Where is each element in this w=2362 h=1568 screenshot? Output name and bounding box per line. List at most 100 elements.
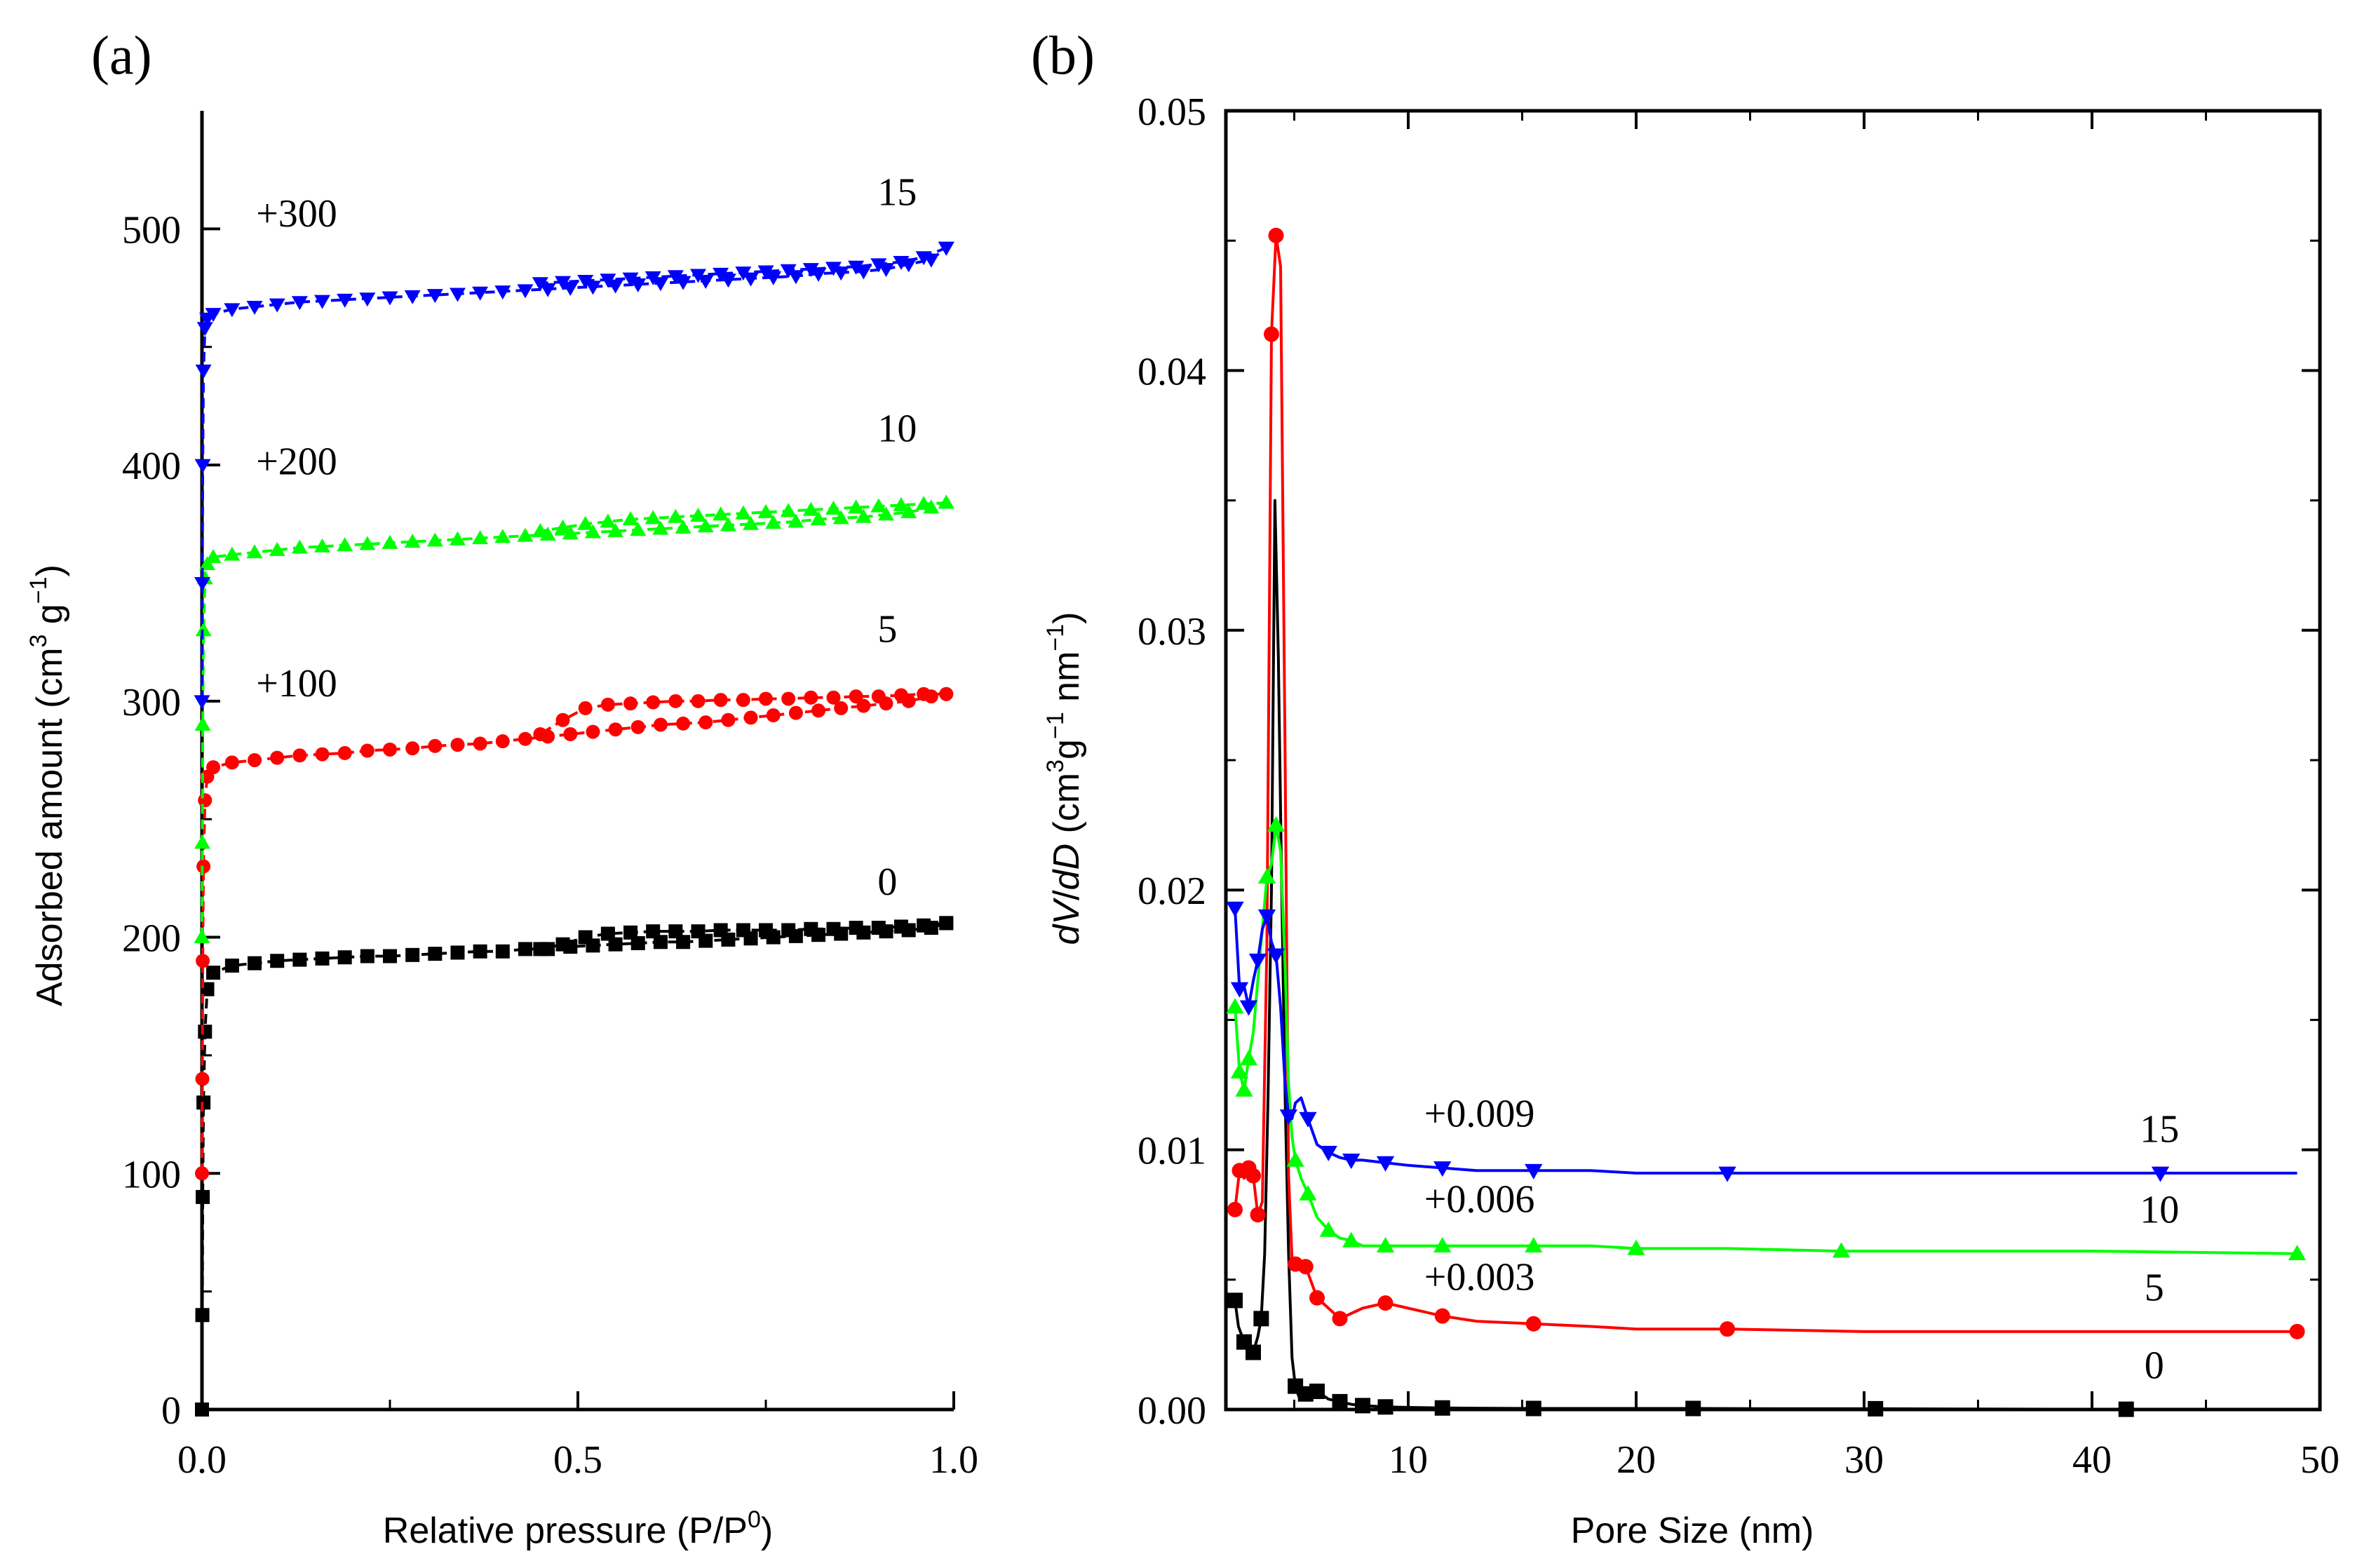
panel-a-desorption-point <box>825 262 842 276</box>
panel-a-adsorption-point <box>405 947 420 962</box>
panel-b-data-point <box>1309 1290 1325 1306</box>
panel-a-desorption-point <box>802 501 819 516</box>
panel-b-data-point <box>1239 1050 1258 1066</box>
panel-a-desorption-point <box>578 701 593 715</box>
panel-b-line-5 <box>1234 234 2297 1333</box>
panel-b-curve-label-15: 15 <box>2140 1107 2179 1151</box>
panel-b-series-15 <box>1226 901 2297 1182</box>
panel-a-desorption-point <box>893 496 910 511</box>
panel-a-adsorption-point <box>832 266 849 281</box>
panel-a-adsorption-point <box>608 937 623 952</box>
panel-b-data-point <box>1342 1231 1361 1248</box>
panel-a-desorption-point <box>600 513 616 528</box>
panel-a-adsorption-point <box>337 537 353 552</box>
panel-a-adsorption-point <box>676 935 691 949</box>
panel-b-data-point <box>1525 1316 1541 1332</box>
panel-a-desorption-point <box>600 926 615 941</box>
panel-a-adsorption-point <box>426 532 443 547</box>
panel-a-offset-label-10: +200 <box>256 440 337 484</box>
panel-a-adsorption-point <box>315 747 330 762</box>
panel-a-desorption-point <box>915 251 932 266</box>
panel-a-isotherm-chart: (a) 0 100 200 300 400 500 0.0 0.5 1.0 0 5 +100 10 +… <box>25 25 978 1551</box>
panel-a-adsorption-point <box>337 293 353 308</box>
panel-b-offset-label-15: +0.009 <box>1424 1092 1535 1135</box>
panel-a-adsorption-point <box>584 524 601 539</box>
panel-b-data-point <box>1309 1384 1325 1400</box>
panel-a-desorption-point <box>555 519 572 534</box>
panel-a-adsorption-point <box>765 271 782 285</box>
panel-a-desorption-point <box>781 923 796 938</box>
panel-a-desorption-point <box>690 507 707 522</box>
panel-a-adsorption-point <box>199 556 216 571</box>
panel-b-data-point <box>1268 227 1284 243</box>
panel-a-adsorption-point <box>608 722 623 737</box>
panel-a-adsorption-point <box>291 296 308 311</box>
panel-a-adsorption-point <box>563 726 578 741</box>
panel-a-adsorption-point <box>450 738 465 752</box>
panel-a-adsorption-line-10 <box>201 501 947 938</box>
panel-b-x-tick-label: 20 <box>1617 1438 1656 1482</box>
panel-b-data-point <box>2288 1245 2307 1261</box>
panel-b-data-point <box>1248 953 1267 969</box>
panel-a-adsorption-point <box>675 276 691 290</box>
panel-b-data-point <box>1377 1295 1393 1311</box>
panel-b-data-point <box>1342 1154 1361 1170</box>
panel-a-adsorption-point <box>195 1072 210 1086</box>
panel-a-x-axis-label-sup: 0 <box>748 1506 761 1533</box>
panel-a-adsorption-point <box>743 515 760 530</box>
panel-b-y-ticks: 0.00 0.01 0.02 0.03 0.04 0.05 <box>1138 90 2320 1433</box>
panel-b-data-point <box>1433 1236 1452 1252</box>
panel-b-x-ticks: 10 20 30 40 50 <box>1293 111 2340 1482</box>
panel-b-y-tick-label: 0.03 <box>1138 610 1206 654</box>
panel-a-adsorption-point <box>495 734 510 749</box>
panel-a-desorption-point <box>533 726 548 741</box>
panel-a-adsorption-point <box>811 703 826 718</box>
panel-a-desorption-point <box>825 500 842 515</box>
panel-a-desorption-point <box>915 496 932 511</box>
panel-a-adsorption-point <box>699 715 713 730</box>
panel-a-desorption-point <box>645 271 661 285</box>
panel-a-adsorption-point <box>206 966 221 980</box>
panel-a-adsorption-point <box>248 956 262 971</box>
panel-b-data-point <box>1525 1163 1543 1180</box>
panel-a-adsorption-point <box>652 277 669 292</box>
panel-b-data-point <box>1332 1311 1348 1327</box>
panel-a-desorption-point <box>555 276 572 290</box>
panel-a-adsorption-point <box>855 265 872 280</box>
panel-a-desorption-point <box>759 923 773 938</box>
panel-a-desorption-point <box>939 687 954 701</box>
panel-a-adsorption-point <box>562 282 579 297</box>
panel-a-adsorption-point <box>359 536 376 550</box>
panel-a-y-tick-label: 400 <box>122 445 181 488</box>
panel-a-desorption-point <box>691 924 706 939</box>
panel-a-adsorption-point <box>270 750 285 765</box>
panel-a-adsorption-point <box>195 1308 210 1323</box>
panel-b-data-point <box>1267 816 1285 832</box>
panel-b-y-tick-label: 0.00 <box>1138 1389 1206 1433</box>
panel-a-adsorption-point <box>198 793 212 808</box>
panel-a-adsorption-point <box>878 506 895 521</box>
panel-b-data-point <box>1525 1400 1541 1417</box>
panel-a-adsorption-line-5 <box>201 692 947 1174</box>
panel-b-data-point <box>1257 868 1276 884</box>
panel-a-desorption-point <box>645 510 661 525</box>
panel-a-desorption-point <box>757 265 774 280</box>
panel-a-adsorption-point <box>720 517 736 532</box>
panel-a-adsorption-point <box>194 834 211 849</box>
panel-b-offset-label-10: +0.006 <box>1424 1177 1535 1221</box>
panel-a-adsorption-point <box>788 705 803 720</box>
panel-b-data-point <box>1235 1081 1253 1097</box>
panel-a-desorption-point <box>893 256 910 271</box>
panel-b-line-15 <box>1234 907 2297 1175</box>
panel-b-data-point <box>1355 1398 1370 1414</box>
panel-a-adsorption-point <box>314 538 331 553</box>
panel-a-desorption-point <box>939 916 954 931</box>
panel-a-adsorption-point <box>269 298 285 313</box>
panel-a-desorption-point <box>938 494 954 509</box>
panel-a-x-ticks: 0.0 0.5 1.0 <box>177 1391 978 1482</box>
panel-b-data-point <box>1230 1062 1249 1079</box>
panel-a-adsorption-point <box>832 510 849 525</box>
panel-a-series-10 <box>194 494 954 944</box>
panel-b-data-point <box>2151 1166 2170 1182</box>
